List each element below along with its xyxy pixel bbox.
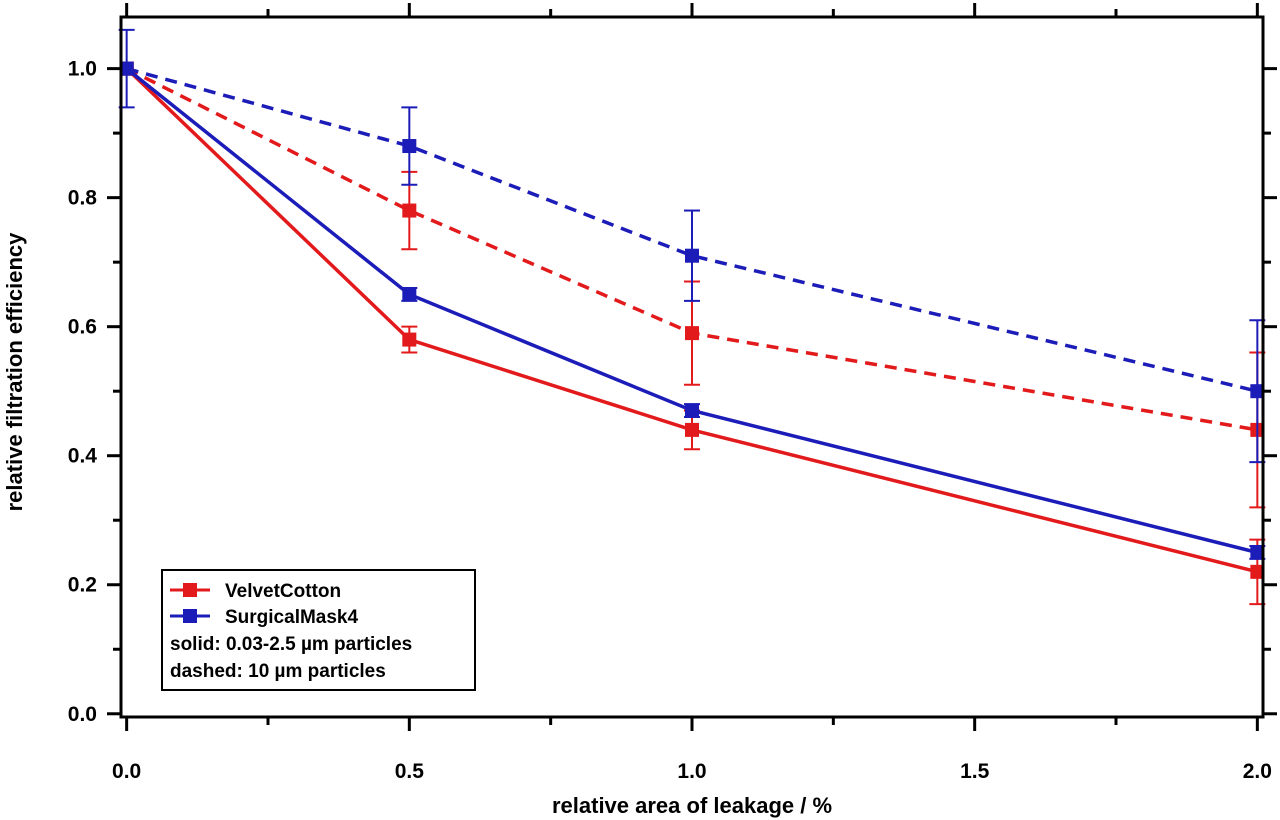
legend: VelvetCotton SurgicalMask4 solid: 0.03-2… [161,569,476,691]
data-point [685,403,699,418]
data-point [685,422,699,437]
data-point [685,326,699,341]
legend-swatch-marker [183,609,197,623]
y-tick-label: 0.0 [68,703,97,726]
ticks-layer: 0.0 0.2 0.4 0.6 0.8 1.0 0.0 0.5 1.0 1.5 2.0 [68,3,1277,783]
y-tick-label: 1.0 [68,58,97,81]
legend-box [161,569,476,691]
data-point [1250,384,1265,399]
data-point [402,332,417,347]
legend-note-solid: solid: 0.03-2.5 µm particles [170,634,412,655]
y-tick-label: 0.4 [68,445,98,468]
data-point [402,287,417,302]
x-tick-label: 0.0 [112,760,141,783]
series-surgicalmask4-solid [118,28,1266,560]
x-tick-label: 2.0 [1243,760,1272,783]
x-tick-label: 0.5 [395,760,425,783]
x-tick-label: 1.0 [677,760,706,783]
series-line [125,67,1258,555]
data-point [1250,564,1265,579]
series-line [125,67,1258,574]
plot-frame [119,15,1265,719]
legend-note-dashed: dashed: 10 µm particles [170,661,386,682]
y-tick-label: 0.8 [68,187,98,210]
series-line [126,66,1258,393]
data-point [402,203,417,218]
x-tick-label: 1.5 [960,760,990,783]
legend-label-surgicalmask4: SurgicalMask4 [225,607,358,628]
series-layer [118,28,1266,606]
data-point [1250,545,1265,560]
legend-swatch-marker [183,583,197,597]
data-point [402,139,417,154]
data-point [119,61,134,76]
x-axis-title: relative area of leakage / % [552,793,832,818]
series-line [125,67,1258,432]
data-point [685,248,699,263]
y-tick-label: 0.2 [68,574,97,597]
y-tick-label: 0.6 [68,316,97,339]
y-axis-title: relative filtration efficiency [2,232,27,512]
legend-label-velvetcotton: VelvetCotton [225,581,341,602]
